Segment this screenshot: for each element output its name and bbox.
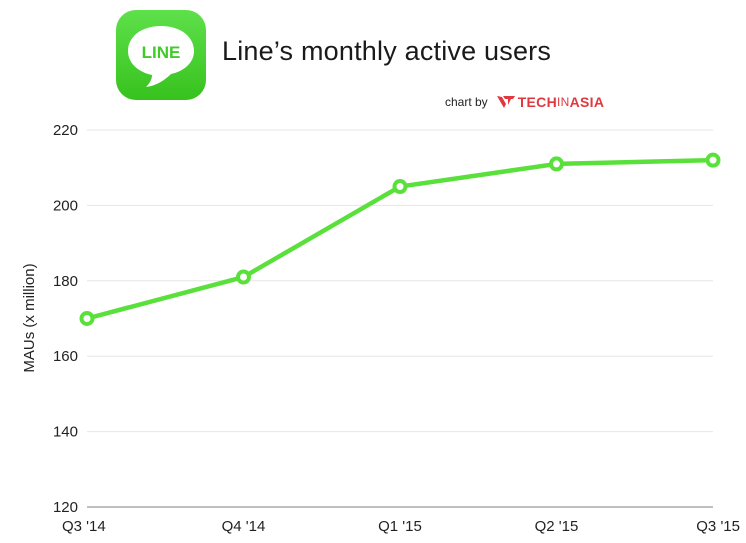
series-group: [79, 152, 721, 326]
y-tick-label: 220: [53, 122, 78, 139]
speech-bubble-icon: LINE: [128, 26, 194, 87]
line-app-icon: LINE: [116, 10, 206, 100]
x-tick-label: Q3 '15: [696, 518, 740, 535]
chart-credit: chart by TECH IN ASIA: [445, 92, 604, 112]
techinasia-logo: TECH IN ASIA: [496, 94, 605, 110]
gridlines: [87, 129, 713, 508]
brand-tech: TECH: [517, 94, 557, 110]
x-tick-label: Q4 '14: [222, 518, 266, 535]
data-point: [549, 156, 564, 172]
brand-in: IN: [557, 95, 570, 109]
y-tick-label: 120: [53, 499, 78, 516]
x-tick-label: Q2 '15: [535, 518, 579, 535]
y-axis-ticks: 120 140 160 180 200 220: [53, 122, 78, 516]
chart-title: Line’s monthly active users: [222, 36, 552, 66]
data-point: [236, 269, 251, 285]
brand-asia: ASIA: [569, 94, 605, 110]
y-tick-label: 160: [53, 348, 78, 365]
x-tick-label: Q1 '15: [378, 518, 422, 535]
credit-prefix: chart by: [445, 95, 488, 109]
x-axis-ticks: Q3 '14 Q4 '14 Q1 '15 Q2 '15 Q3 '15: [62, 518, 740, 535]
data-point: [79, 311, 95, 326]
techinasia-mark-icon: [496, 96, 515, 108]
x-tick-label: Q3 '14: [62, 518, 106, 535]
y-tick-label: 180: [53, 273, 78, 290]
y-tick-label: 140: [53, 424, 78, 441]
data-point: [392, 179, 408, 195]
logo-text: LINE: [142, 43, 181, 62]
data-point: [705, 152, 721, 168]
y-axis-title: MAUs (x million): [21, 263, 38, 372]
y-tick-label: 200: [53, 197, 78, 214]
